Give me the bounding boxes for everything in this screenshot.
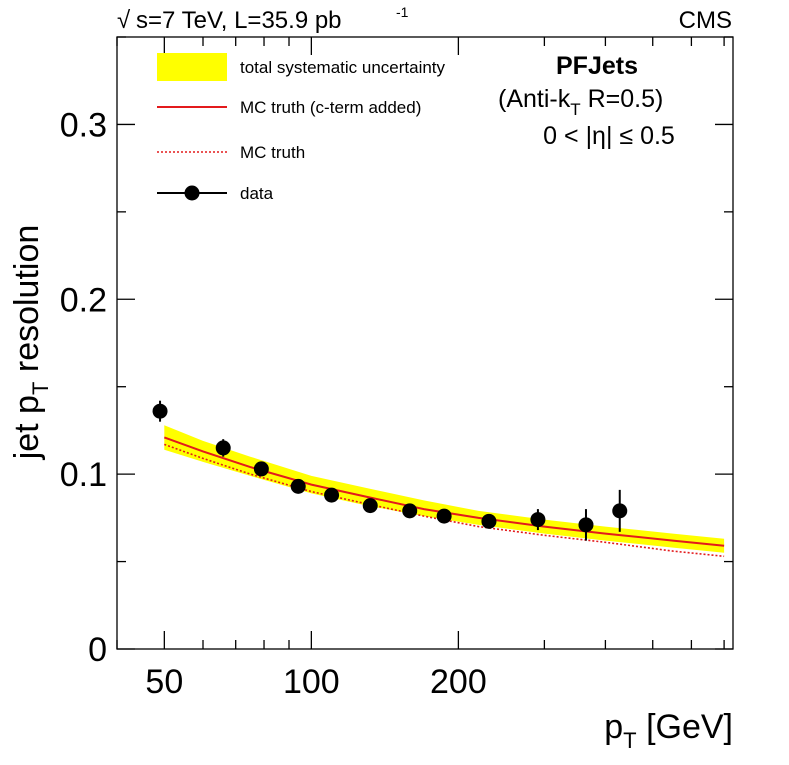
data-point [253,461,269,477]
data-point [324,487,340,503]
legend-band-label: total systematic uncertainty [240,58,446,77]
y-axis-title-end: resolution [8,225,46,382]
legend: total systematic uncertainty MC truth (c… [157,53,446,203]
annotation-jet-def-start: (Anti-k [498,85,571,113]
plot-frame [116,36,734,650]
y-axis-title-subscript: T [28,382,53,395]
x-axis-title-unit: [GeV] [637,708,733,746]
x-tick-label: 50 [145,663,183,701]
legend-data-label: data [240,184,274,203]
y-axis-title-main: jet p [8,395,46,460]
data-point [578,517,594,533]
data-point [152,403,168,419]
y-tick-label: 0.3 [60,106,107,144]
legend-mc-truth-label: MC truth [240,143,305,162]
annotation-algorithm: PFJets [556,52,638,80]
data-point [530,512,546,528]
x-axis-title-subscript: T [623,728,636,753]
legend-band-swatch [157,53,227,81]
annotation-jet-def: (Anti-kT R=0.5) [498,85,663,119]
energy-lumi-label: s=7 TeV, L=35.9 pb [136,7,342,34]
data-point [481,513,497,529]
annotation-jet-def-subscript: T [570,100,580,119]
y-axis-title: jet pT resolution [8,225,53,461]
data-point [290,478,306,494]
data-points-layer [152,400,628,541]
mc-truth-curve [164,443,725,558]
legend-data-marker [184,185,200,201]
data-point [436,508,452,524]
axis-ticks-layer: 0 0.1 0.2 0.3 50 100 200 [60,36,733,701]
x-tick-label: 200 [430,663,487,701]
mc-cterm-curve [163,436,725,547]
data-point [215,440,231,456]
data-point [402,503,418,519]
annotation-jet-def-end: R=0.5) [581,85,664,113]
x-axis-title-main: p [604,708,623,746]
systematic-band-layer [164,425,725,553]
curve-layer [163,436,725,558]
sqrt-symbol: √ [117,7,131,34]
legend-mc-cterm-label: MC truth (c-term added) [240,98,421,117]
y-tick-label: 0.1 [60,456,107,494]
annotation-eta-range: 0 < |η| ≤ 0.5 [543,122,675,150]
y-tick-label: 0.2 [60,281,107,319]
data-point [362,498,378,514]
experiment-label: CMS [679,7,732,34]
x-axis-title: pT [GeV] [604,708,733,753]
y-tick-label: 0 [88,631,107,669]
x-tick-label: 100 [283,663,340,701]
systematic-band [164,425,725,553]
energy-lumi-superscript: -1 [396,4,409,20]
data-point [612,503,628,519]
